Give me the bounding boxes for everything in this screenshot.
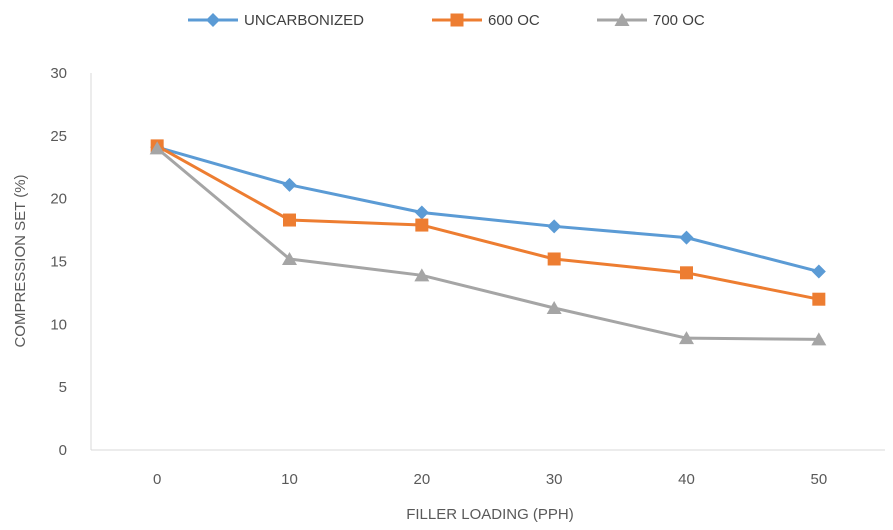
legend-marker: [614, 13, 630, 26]
y-tick-label: 0: [59, 442, 67, 459]
legend-label: UNCARBONIZED: [244, 12, 364, 29]
series-line: [156, 147, 819, 341]
x-tick-label: 20: [413, 471, 430, 488]
legend-entry: 600 OC: [432, 12, 540, 29]
x-axis: 0 10 20 30 40 50: [91, 449, 885, 488]
y-tick-label: 30: [50, 65, 67, 82]
data-point: [811, 264, 826, 279]
legend-entry: UNCARBONIZED: [188, 12, 364, 29]
series-700-oc: [149, 141, 827, 346]
x-tick-label: 30: [546, 471, 563, 488]
y-tick-label: 25: [50, 128, 67, 145]
data-point: [680, 266, 693, 280]
y-axis: 0 5 10 15 20 25 30: [50, 65, 92, 459]
x-tick-label: 50: [810, 471, 827, 488]
data-point: [282, 251, 297, 265]
data-point: [414, 268, 430, 282]
series-layer: [149, 139, 827, 346]
data-point: [414, 205, 429, 220]
x-tick-label: 0: [153, 471, 161, 488]
data-point: [415, 218, 429, 232]
legend-entry: 700 OC: [597, 12, 705, 29]
y-tick-label: 10: [50, 316, 67, 333]
series-600-oc: [150, 139, 826, 306]
data-point: [546, 300, 562, 314]
data-point: [679, 230, 694, 245]
legend: UNCARBONIZED 600 OC 700 OC: [188, 12, 705, 29]
legend-marker: [206, 13, 220, 27]
data-point: [679, 331, 694, 345]
legend-label: 600 OC: [488, 12, 540, 29]
data-point: [149, 141, 165, 155]
series-line: [156, 145, 820, 274]
legend-marker: [450, 13, 464, 27]
x-tick-label: 40: [678, 471, 695, 488]
y-tick-label: 20: [50, 191, 67, 208]
data-point: [811, 332, 827, 346]
y-tick-label: 15: [50, 254, 67, 271]
data-point: [812, 292, 826, 306]
y-tick-label: 5: [59, 379, 67, 396]
legend-label: 700 OC: [653, 12, 705, 29]
y-axis-title: COMPRESSION SET (%): [12, 174, 29, 347]
series-uncarbonized: [150, 140, 826, 279]
x-tick-label: 10: [281, 471, 298, 488]
data-point: [282, 177, 297, 192]
series-line: [156, 144, 820, 301]
data-point: [547, 219, 562, 234]
data-point: [547, 252, 561, 266]
data-point: [283, 213, 296, 227]
x-axis-title: FILLER LOADING (PPH): [406, 506, 574, 523]
